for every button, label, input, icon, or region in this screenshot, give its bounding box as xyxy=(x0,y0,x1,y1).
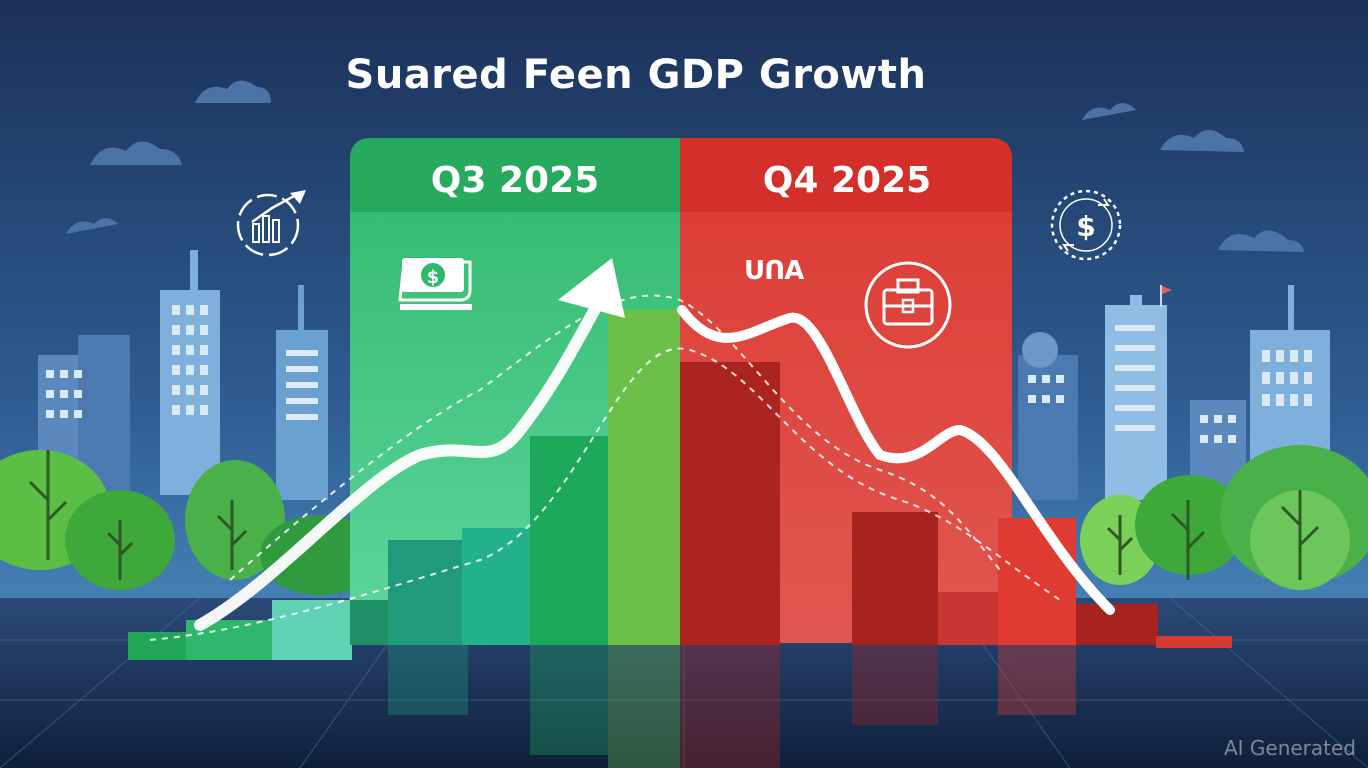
q4-bars xyxy=(680,362,1232,648)
briefcase-icon xyxy=(864,261,952,349)
q4-header xyxy=(680,138,1012,212)
q3-header xyxy=(350,138,680,212)
clouds xyxy=(66,80,1304,252)
svg-text:$: $ xyxy=(427,267,440,288)
svg-text:$: $ xyxy=(1076,210,1095,243)
bar-reflections xyxy=(388,645,1076,768)
trees-left xyxy=(0,450,380,595)
dashed-trend-low xyxy=(149,347,1061,641)
growth-chart-icon xyxy=(236,190,306,257)
dashed-trend-high xyxy=(229,294,1001,581)
growth-arrow-line xyxy=(194,294,606,631)
dollar-exchange-icon: $ xyxy=(1050,189,1122,261)
q4-label: Q4 2025 xyxy=(762,160,932,201)
trees-right xyxy=(1080,445,1368,590)
up-arrow-icon xyxy=(558,258,625,318)
page-title: Suared Feen GDP Growth xyxy=(345,52,927,98)
money-bill-icon: $ xyxy=(398,258,472,310)
q3-label: Q3 2025 xyxy=(430,160,600,201)
red-panel-text: ᑌᑎA xyxy=(744,256,804,286)
q3-bars xyxy=(128,310,680,660)
decline-line xyxy=(677,305,1115,615)
right-buildings xyxy=(1018,285,1330,500)
ai-generated-watermark: AI Generated xyxy=(1223,736,1356,760)
